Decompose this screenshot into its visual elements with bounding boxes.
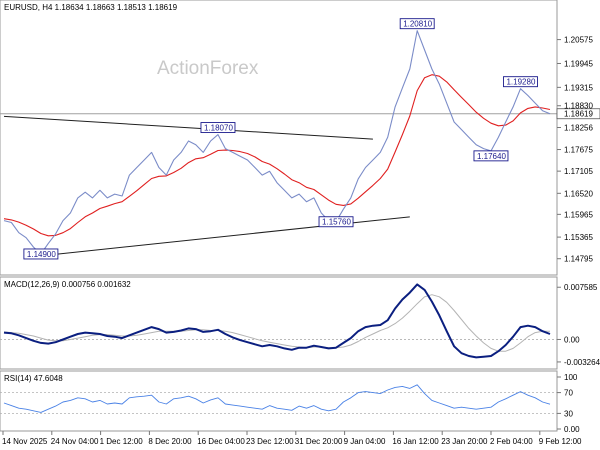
- main-series-layer: [3, 30, 551, 255]
- annotation-label: 1.19280: [506, 78, 535, 87]
- x-tick-label: 31 Dec 20:00: [295, 437, 343, 446]
- main-tick-label: 1.14795: [564, 255, 593, 264]
- macd-tick-label: 0.00: [564, 335, 580, 344]
- rsi-panel-frame: [0, 370, 558, 432]
- x-tick-label: 9 Feb 12:00: [539, 437, 582, 446]
- trendline-1: [3, 115, 373, 140]
- annotation-label: 1.18070: [204, 124, 233, 133]
- main-y-axis: 1.20575 1.19945 1.19315 1.18830 1.18256 1.176…: [557, 36, 593, 264]
- main-tick-label: 1.17105: [564, 167, 593, 176]
- rsi-header: RSI(14) 47.6048: [4, 374, 63, 383]
- x-tick-label: 9 Jan 04:00: [344, 437, 386, 446]
- x-tick-label: 8 Dec 20:00: [148, 437, 192, 446]
- current-price-level: 1.18619: [0, 108, 600, 120]
- annotation-box: [473, 150, 509, 162]
- annotation-label: 1.15760: [322, 218, 351, 227]
- x-tick-label: 16 Dec 04:00: [197, 437, 245, 446]
- watermark-text: ActionForex: [157, 58, 259, 79]
- rsi-y-axis: 100 70 30 0.00: [557, 373, 580, 434]
- annotation-label: 1.20810: [403, 20, 432, 29]
- x-axis: 14 Nov 2025 24 Nov 04:00 1 Dec 12:00 8 Dec …: [2, 431, 582, 446]
- x-tick-label: 23 Jan 20:00: [441, 437, 488, 446]
- annotation-box: [200, 122, 236, 134]
- price-line: [3, 30, 551, 255]
- current-price-box: [556, 108, 600, 120]
- main-tick-label: 1.15365: [564, 233, 593, 242]
- x-tick-label: 24 Nov 04:00: [51, 437, 99, 446]
- main-tick-label: 1.16520: [564, 189, 593, 198]
- main-tick-label: 1.18830: [564, 102, 593, 111]
- annotation-box: [23, 248, 59, 260]
- rsi-line: [3, 384, 551, 413]
- macd-y-axis: 0.007585 0.00 -0.003264: [557, 283, 600, 367]
- annotation-box: [399, 18, 435, 30]
- macd-series-layer: [0, 283, 557, 359]
- moving-average-line: [3, 74, 551, 237]
- macd-tick-label: 0.007585: [564, 283, 598, 292]
- main-tick-label: 1.20575: [564, 36, 593, 45]
- annotation-label: 1.14900: [27, 250, 56, 259]
- macd-panel-frame: [0, 276, 558, 370]
- rsi-tick-label: 0.00: [564, 425, 580, 434]
- rsi-tick-label: 70: [564, 389, 573, 398]
- rsi-series-layer: [0, 384, 557, 414]
- macd-header: MACD(12,26,9) 0.000756 0.001632: [4, 280, 131, 289]
- annotation-box: [318, 216, 354, 228]
- price-annotations: 1.14900 1.18070 1.15760 1.20810 1.17640 1.192…: [23, 18, 538, 260]
- x-tick-label: 1 Dec 12:00: [100, 437, 144, 446]
- macd-tick-label: -0.003264: [564, 358, 600, 367]
- main-panel-frame: [0, 0, 558, 276]
- x-tick-label: 14 Nov 2025: [2, 437, 48, 446]
- main-tick-label: 1.17675: [564, 146, 593, 155]
- macd-signal-line: [3, 294, 550, 352]
- main-tick-label: 1.19945: [564, 59, 593, 68]
- main-tick-label: 1.18256: [564, 124, 593, 133]
- rsi-tick-label: 100: [564, 373, 578, 382]
- main-header: EURUSD, H4 1.18634 1.18663 1.18513 1.186…: [4, 3, 178, 12]
- macd-line: [3, 283, 551, 359]
- rsi-tick-label: 30: [564, 409, 573, 418]
- annotation-label: 1.17640: [477, 152, 506, 161]
- current-price-label: 1.18619: [564, 110, 593, 119]
- main-tick-label: 1.19315: [564, 83, 593, 92]
- main-tick-label: 1.15965: [564, 210, 593, 219]
- x-tick-label: 23 Dec 12:00: [246, 437, 294, 446]
- x-tick-label: 2 Feb 04:00: [490, 437, 533, 446]
- annotation-box: [503, 76, 538, 88]
- x-tick-label: 16 Jan 12:00: [392, 437, 439, 446]
